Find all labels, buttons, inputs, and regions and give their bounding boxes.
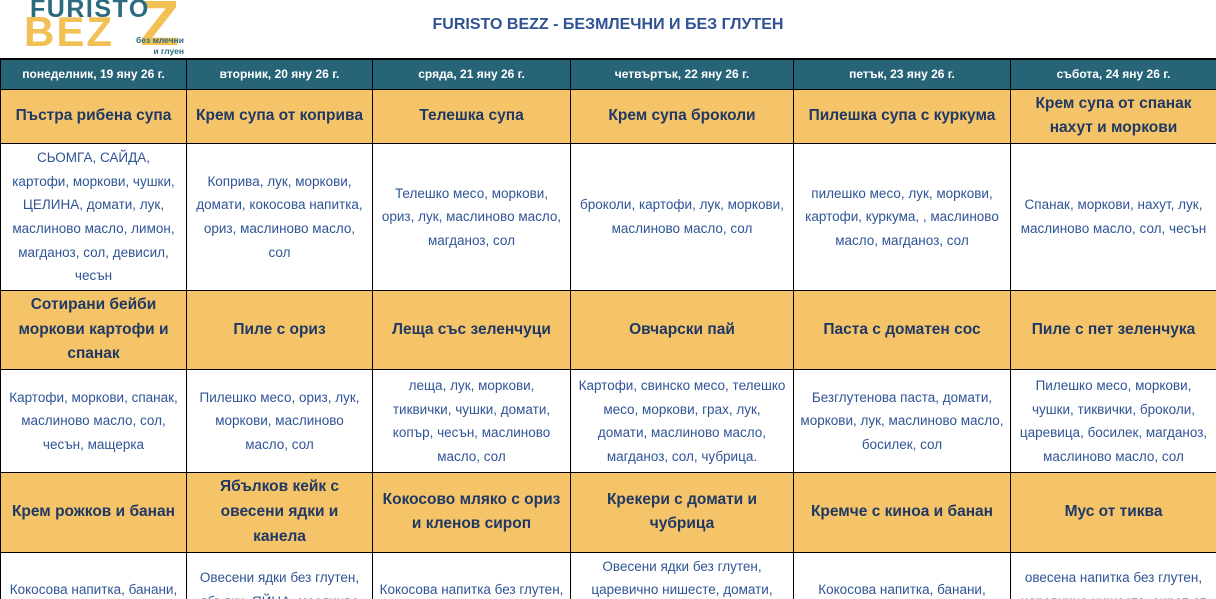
dish-cell: Крем рожков и банан [0, 472, 187, 553]
dish-cell: Крем супа от коприва [186, 88, 373, 145]
logo-tagline-line2: и глуен [153, 45, 184, 56]
ingredients-cell: СЬОМГА, САЙДА, картофи, моркови, чушки, … [0, 143, 187, 291]
dish-cell: Пъстра рибена супа [0, 88, 187, 145]
day-header-cell: понеделник, 19 яну 26 г. [0, 58, 187, 90]
dish-cell: Сотирани бейби моркови картофи и спанак [0, 289, 187, 371]
dish-cell: Пилешка супа с куркума [793, 88, 1011, 145]
day-header-cell: четвъртък, 22 яну 26 г. [570, 58, 794, 90]
ingredients-cell: Безглутенова паста, домати, моркови, лук… [793, 369, 1011, 474]
ingredients-cell: Телешко месо, моркови, ориз, лук, маслин… [372, 143, 571, 291]
dish-cell: Кремче с киноа и банан [793, 472, 1011, 553]
page-header: Z FURISTO BEZ без млечни и глуен FURISTO… [0, 0, 1216, 59]
dish-cell: Крем супа от спанак нахут и моркови [1010, 88, 1216, 145]
weekly-menu-table: понеделник, 19 яну 26 г. вторник, 20 яну… [0, 58, 1216, 599]
main-dish-ingredients-row: Картофи, моркови, спанак, маслиново масл… [0, 369, 1216, 474]
soup-ingredients-row: СЬОМГА, САЙДА, картофи, моркови, чушки, … [0, 143, 1216, 291]
day-header-cell: събота, 24 яну 26 г. [1010, 58, 1216, 90]
dish-cell: Крекери с домати и чубрица [570, 472, 794, 553]
ingredients-cell: броколи, картофи, лук, моркови, маслинов… [570, 143, 794, 291]
ingredients-cell: Спанак, моркови, нахут, лук, маслиново м… [1010, 143, 1216, 291]
ingredients-cell: овесена напитка без глутен, царевично ни… [1010, 551, 1216, 599]
dish-cell: Телешка супа [372, 88, 571, 145]
dish-cell: Пиле с ориз [186, 289, 373, 371]
ingredients-cell: Картофи, свинско месо, телешко месо, мор… [570, 369, 794, 474]
logo-tagline-line1: без млечни [136, 35, 184, 45]
soup-name-row: Пъстра рибена супа Крем супа от коприва … [0, 88, 1216, 145]
ingredients-cell: Коприва, лук, моркови, домати, кокосова … [186, 143, 373, 291]
furisto-bezz-logo: Z FURISTO BEZ без млечни и глуен [18, 0, 218, 59]
logo-word-bezz: BEZ [24, 8, 114, 55]
dish-cell: Пиле с пет зеленчука [1010, 289, 1216, 371]
dish-cell: Ябълков кейк с овесени ядки и канела [186, 472, 373, 553]
dish-cell: Паста с доматен сос [793, 289, 1011, 371]
main-dish-name-row: Сотирани бейби моркови картофи и спанак … [0, 289, 1216, 371]
ingredients-cell: пилешко месо, лук, моркови, картофи, кур… [793, 143, 1011, 291]
ingredients-cell: Кокосова напитка без глутен, ориз, клено… [372, 551, 571, 599]
day-header-cell: вторник, 20 яну 26 г. [186, 58, 373, 90]
dessert-ingredients-row: Кокосова напитка, банани, рожков, ванили… [0, 551, 1216, 599]
day-header-row: понеделник, 19 яну 26 г. вторник, 20 яну… [0, 58, 1216, 90]
ingredients-cell: Овесени ядки без глутен, царевично нишес… [570, 551, 794, 599]
day-header-cell: петък, 23 яну 26 г. [793, 58, 1011, 90]
dish-cell: Овчарски пай [570, 289, 794, 371]
dessert-name-row: Крем рожков и банан Ябълков кейк с овесе… [0, 472, 1216, 553]
dish-cell: Леща със зеленчуци [372, 289, 571, 371]
ingredients-cell: Кокосова напитка, банани, киноа [793, 551, 1011, 599]
page-title: FURISTO BEZZ - БЕЗМЛЕЧНИ И БЕЗ ГЛУТЕН [432, 16, 784, 33]
ingredients-cell: Пилешко месо, ориз, лук, моркови, маслин… [186, 369, 373, 474]
logo-tagline: без млечни и глуен [114, 35, 184, 56]
ingredients-cell: Кокосова напитка, банани, рожков, ванили… [0, 551, 187, 599]
dish-cell: Мус от тиква [1010, 472, 1216, 553]
ingredients-cell: Овесени ядки без глутен, ябълки, ЯЙЦА, м… [186, 551, 373, 599]
logo-word-furisto: FURISTO [30, 0, 150, 23]
ingredients-cell: Пилешко месо, моркови, чушки, тиквички, … [1010, 369, 1216, 474]
ingredients-cell: Картофи, моркови, спанак, маслиново масл… [0, 369, 187, 474]
dish-cell: Кокосово мляко с ориз и кленов сироп [372, 472, 571, 553]
ingredients-cell: леща, лук, моркови, тиквички, чушки, дом… [372, 369, 571, 474]
logo-big-z: Z [140, 0, 180, 59]
dish-cell: Крем супа броколи [570, 88, 794, 145]
day-header-cell: сряда, 21 яну 26 г. [372, 58, 571, 90]
